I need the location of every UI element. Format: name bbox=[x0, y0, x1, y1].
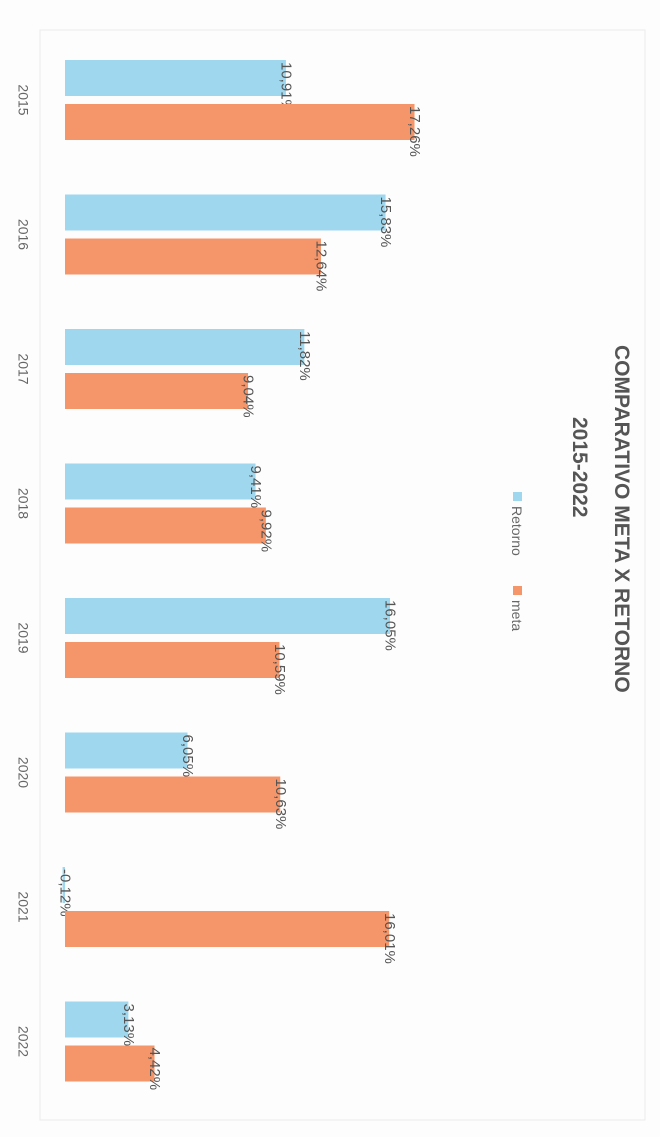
plot-frame bbox=[39, 29, 646, 1121]
category-label-2016: 2016 bbox=[15, 219, 31, 250]
data-label-meta-2016: 12,64% bbox=[313, 241, 330, 292]
bar-meta-2019 bbox=[65, 642, 280, 678]
category-label-2021: 2021 bbox=[15, 891, 31, 922]
bar-meta-2016 bbox=[65, 238, 321, 275]
bar-retorno-2020 bbox=[65, 732, 188, 769]
category-label-2015: 2015 bbox=[15, 84, 31, 115]
data-label-retorno-2019: 16,05% bbox=[382, 600, 399, 651]
data-label-retorno-2020: 6,05% bbox=[179, 735, 196, 778]
category-label-2019: 2019 bbox=[15, 622, 31, 653]
legend-label-meta: meta bbox=[509, 600, 525, 631]
bar-meta-2021 bbox=[65, 911, 390, 947]
category-label-2017: 2017 bbox=[15, 353, 31, 384]
data-label-retorno-2016: 15,83% bbox=[377, 197, 394, 248]
data-label-meta-2018: 9,92% bbox=[257, 510, 274, 553]
bar-meta-2022 bbox=[65, 1045, 155, 1082]
data-label-meta-2017: 9,04% bbox=[240, 375, 257, 418]
bar-retorno-2022 bbox=[65, 1001, 129, 1038]
data-label-meta-2015: 17,26% bbox=[406, 106, 423, 157]
legend-label-retorno: Retorno bbox=[509, 506, 525, 556]
data-label-meta-2022: 4,42% bbox=[146, 1048, 163, 1091]
category-label-2022: 2022 bbox=[15, 1026, 31, 1057]
bar-retorno-2017 bbox=[65, 329, 305, 365]
bar-meta-2020 bbox=[65, 776, 281, 813]
bar-meta-2018 bbox=[65, 507, 266, 544]
category-label-2020: 2020 bbox=[15, 757, 31, 788]
category-label-2018: 2018 bbox=[15, 488, 31, 519]
bar-retorno-2021 bbox=[62, 867, 65, 903]
bar-meta-2017 bbox=[65, 373, 249, 409]
data-label-retorno-2015: 10,91% bbox=[278, 62, 295, 113]
chart-title: COMPARATIVO META X RETORNO bbox=[610, 345, 633, 693]
legend-swatch-retorno bbox=[513, 492, 522, 501]
bar-retorno-2015 bbox=[65, 60, 286, 96]
data-label-retorno-2018: 9,41% bbox=[247, 466, 264, 509]
chart-subtitle: 2015-2022 bbox=[568, 417, 591, 517]
data-label-meta-2020: 10,63% bbox=[272, 779, 289, 830]
data-label-retorno-2017: 11,82% bbox=[296, 331, 313, 381]
data-label-meta-2021: 16,01% bbox=[381, 913, 398, 964]
legend: Retorno meta bbox=[509, 492, 525, 631]
bar-meta-2015 bbox=[65, 104, 415, 140]
bar-retorno-2016 bbox=[65, 194, 386, 231]
bar-retorno-2019 bbox=[65, 598, 391, 634]
data-label-retorno-2022: 3,13% bbox=[120, 1004, 137, 1047]
data-label-retorno-2021: -0,12% bbox=[57, 869, 74, 917]
data-label-meta-2019: 10,59% bbox=[271, 644, 288, 695]
title-block: COMPARATIVO META X RETORNO 2015-2022 bbox=[568, 345, 633, 693]
bar-retorno-2018 bbox=[65, 463, 256, 500]
chart-marks: 2015 10,91% 17,26% 2016 15,83% 12,64% 2017 11,8… bbox=[15, 60, 423, 1090]
legend-swatch-meta bbox=[513, 586, 522, 595]
